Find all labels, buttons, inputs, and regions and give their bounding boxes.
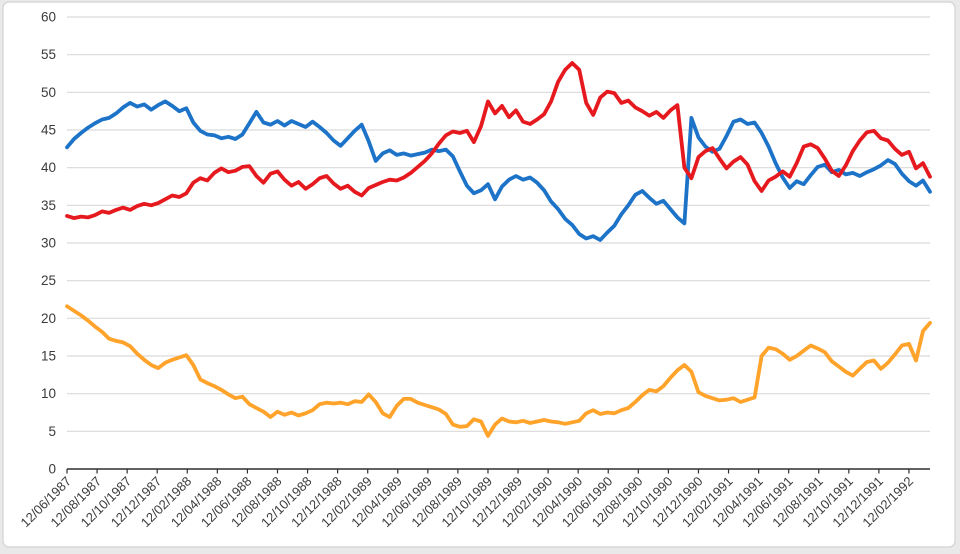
y-tick-label: 15 bbox=[41, 349, 56, 364]
series-line-orange bbox=[65, 304, 932, 438]
gridlines bbox=[67, 16, 930, 432]
y-tick-label: 0 bbox=[48, 462, 56, 477]
y-tick-label: 25 bbox=[41, 273, 56, 288]
series-line-red bbox=[65, 61, 932, 221]
y-axis-labels: 0 5 10 15 20 25 30 35 40 45 50 55 60 bbox=[41, 10, 56, 477]
y-tick-label: 35 bbox=[41, 198, 56, 213]
x-axis-ticks bbox=[66, 469, 910, 474]
y-tick-label: 55 bbox=[41, 47, 56, 62]
y-tick-label: 50 bbox=[41, 85, 56, 100]
y-tick-label: 40 bbox=[41, 160, 56, 175]
y-tick-label: 30 bbox=[41, 236, 56, 251]
series-line-blue bbox=[65, 99, 932, 242]
y-tick-label: 5 bbox=[48, 424, 56, 439]
y-tick-label: 45 bbox=[41, 123, 56, 138]
y-tick-label: 10 bbox=[41, 386, 56, 401]
y-tick-label: 60 bbox=[41, 10, 56, 25]
y-tick-label: 20 bbox=[41, 311, 56, 326]
